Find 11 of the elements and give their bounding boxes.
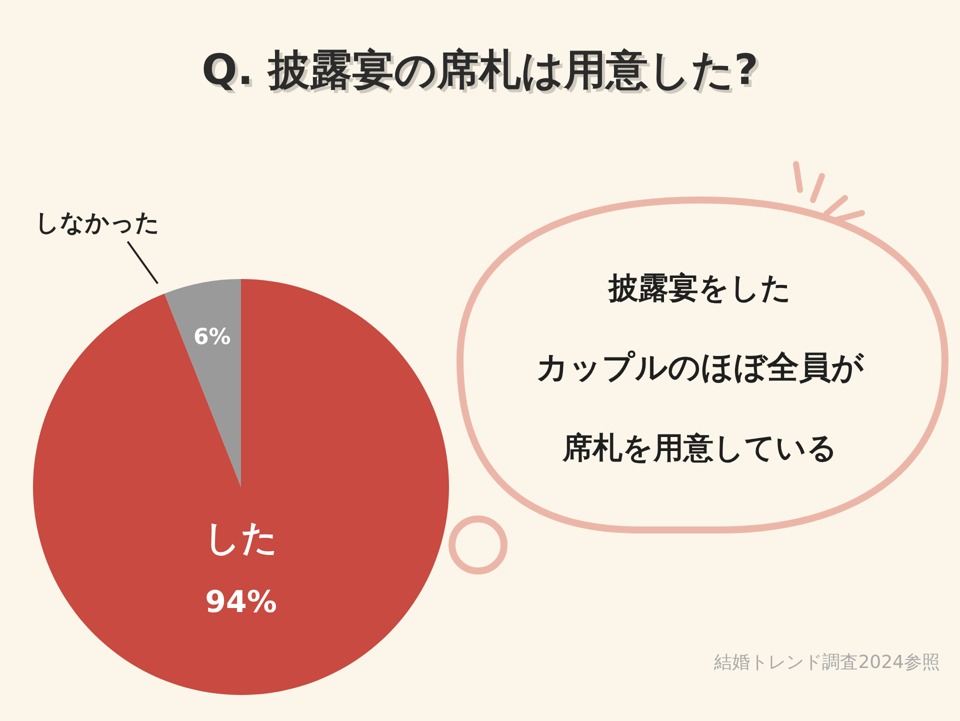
data-label: 94% (205, 585, 277, 620)
pie-slice (33, 279, 449, 695)
text: 結婚トレンド調査2024参照 (713, 652, 940, 673)
chart-title: Q. 披露宴の席札は用意した? (204, 48, 762, 97)
data-label: 6% (193, 324, 231, 350)
text: 披露宴をした (608, 271, 792, 306)
text: 席札を用意している (562, 431, 838, 466)
slice-label: した (204, 518, 278, 559)
text: カップルのほぼ全員が (536, 348, 865, 386)
pie-slice (164, 279, 241, 487)
slice-label: しなかった (35, 208, 160, 237)
